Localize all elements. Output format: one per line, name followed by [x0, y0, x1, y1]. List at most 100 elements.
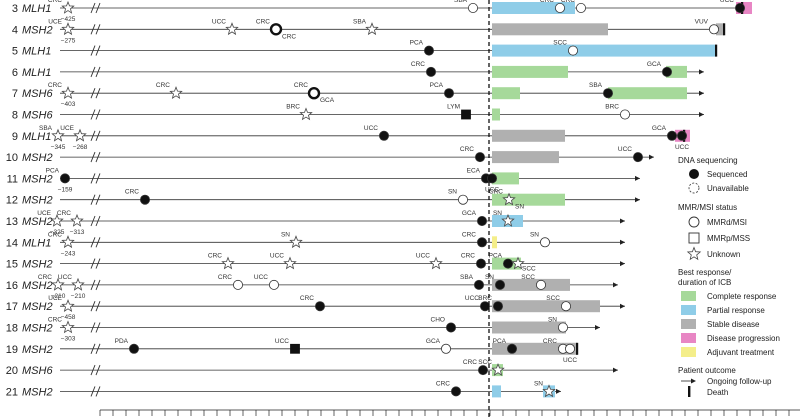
event-label: CRC [462, 231, 476, 238]
event-day: −268 [73, 144, 88, 151]
axis-break-mark [90, 45, 96, 56]
event-label: CRC [294, 82, 308, 89]
mmr-unknown-star [221, 256, 235, 270]
gene-label: MSH6 [22, 365, 53, 377]
response-bar-complete [492, 65, 568, 78]
legend-swatch-complete [681, 291, 696, 301]
event-label: CRC [48, 82, 62, 89]
axis-break-mark [95, 45, 101, 56]
event-label: CRC [57, 210, 71, 217]
event-label: BRC [286, 104, 300, 111]
event-day: −345 [51, 144, 66, 151]
response-bar-complete [492, 108, 500, 121]
patient-id: 19 [6, 344, 18, 356]
ongoing-arrow [649, 154, 654, 160]
event-label: CRC [561, 0, 575, 4]
axis-break-mark [95, 24, 101, 35]
axis-break-mark [90, 215, 96, 227]
death-marker [715, 44, 718, 57]
unsequenced-circle [558, 322, 569, 333]
event-label: SCC [522, 266, 536, 273]
response-bar-complete [492, 172, 519, 185]
legend-item: Partial response [707, 306, 765, 315]
ongoing-arrow [620, 218, 625, 224]
legend-death-marker [688, 386, 691, 397]
sequenced-circle [450, 386, 461, 397]
axis-break-mark [95, 194, 101, 205]
axis-break-mark [90, 343, 96, 354]
event-label: PCA [46, 167, 60, 174]
event-label: CRC [125, 189, 139, 196]
gene-label: MSH6 [22, 88, 53, 100]
event-label: ECA [467, 167, 481, 174]
gene-label: MLH1 [22, 131, 51, 143]
legend-swatch-progression [681, 333, 696, 343]
gene-label: MSH2 [22, 280, 53, 292]
gene-label: MLH1 [22, 46, 51, 58]
event-label: SN [281, 231, 290, 238]
event-label: PCA [410, 40, 424, 47]
legend-item: Stable disease [707, 320, 760, 329]
patient-id: 20 [6, 365, 18, 377]
sequenced-circle [633, 152, 644, 163]
axis-break-mark [95, 386, 101, 397]
mmr-unknown-star [511, 256, 525, 270]
gene-label: MSH2 [22, 173, 53, 185]
event-label: CRC [411, 61, 425, 68]
legend-item: Death [707, 388, 728, 397]
legend-item: Unknown [707, 250, 740, 259]
event-label: UCC [254, 274, 268, 281]
sequenced-circle [443, 88, 454, 99]
mmrp-square [461, 109, 471, 120]
event-label: GCA [647, 61, 662, 68]
sequenced-circle [445, 322, 456, 333]
ongoing-arrow [699, 112, 704, 117]
sequenced-circle [60, 173, 71, 184]
sequenced-circle [314, 301, 325, 312]
event-label: GCA [652, 125, 667, 132]
legend-header: DNA sequencing [678, 156, 738, 165]
patient-id: 21 [6, 386, 18, 398]
event-label: SN [448, 189, 457, 196]
sequenced-circle [378, 130, 389, 141]
patient-id: 15 [6, 259, 18, 271]
unsequenced-circle [440, 343, 451, 354]
response-bar-complete [492, 87, 520, 100]
patient-row-10: 10 MSH2 CRC UCC [6, 146, 654, 164]
response-bar-complete [608, 87, 687, 100]
gene-label: MSH2 [22, 24, 53, 36]
sequenced-circle [479, 301, 490, 312]
patient-id: 7 [12, 88, 18, 100]
sequenced-circle [662, 66, 673, 77]
event-label: CRC [543, 338, 557, 345]
event-label: CRC [460, 146, 474, 153]
sequenced-circle [475, 258, 486, 269]
unsequenced-circle [709, 24, 720, 35]
mmrd-circle [307, 86, 321, 100]
sequenced-circle [423, 45, 434, 56]
patient-row-6: 6 MLH1 CRC GCA [12, 61, 704, 79]
patient-id: 5 [12, 46, 18, 58]
event-label: CRC [282, 33, 296, 40]
event-label: CRC [463, 359, 477, 366]
patient-row-19: 19 MSH2 PDA UCC GCA PCA CRC UCC [6, 338, 579, 364]
axis-break-mark [95, 258, 101, 269]
event-label: CRC [48, 231, 62, 238]
axis-break-mark [95, 279, 101, 291]
sequenced-circle [477, 365, 488, 376]
legend-item: Adjuvant treatment [707, 348, 775, 357]
mmr-unknown-star [73, 128, 87, 142]
event-label: SBA [39, 125, 53, 132]
axis-break-mark [95, 301, 101, 312]
legend: DNA sequencing Sequenced Unavailable MMR/MS… [678, 156, 780, 397]
unsequenced-circle [536, 279, 547, 290]
gene-label: MLH1 [22, 67, 51, 79]
mmr-unknown-star [542, 384, 556, 398]
legend-swatch-partial [681, 305, 696, 315]
event-label: SN [530, 231, 539, 238]
unsequenced-circle [540, 237, 551, 248]
axis-break-mark [90, 109, 96, 120]
